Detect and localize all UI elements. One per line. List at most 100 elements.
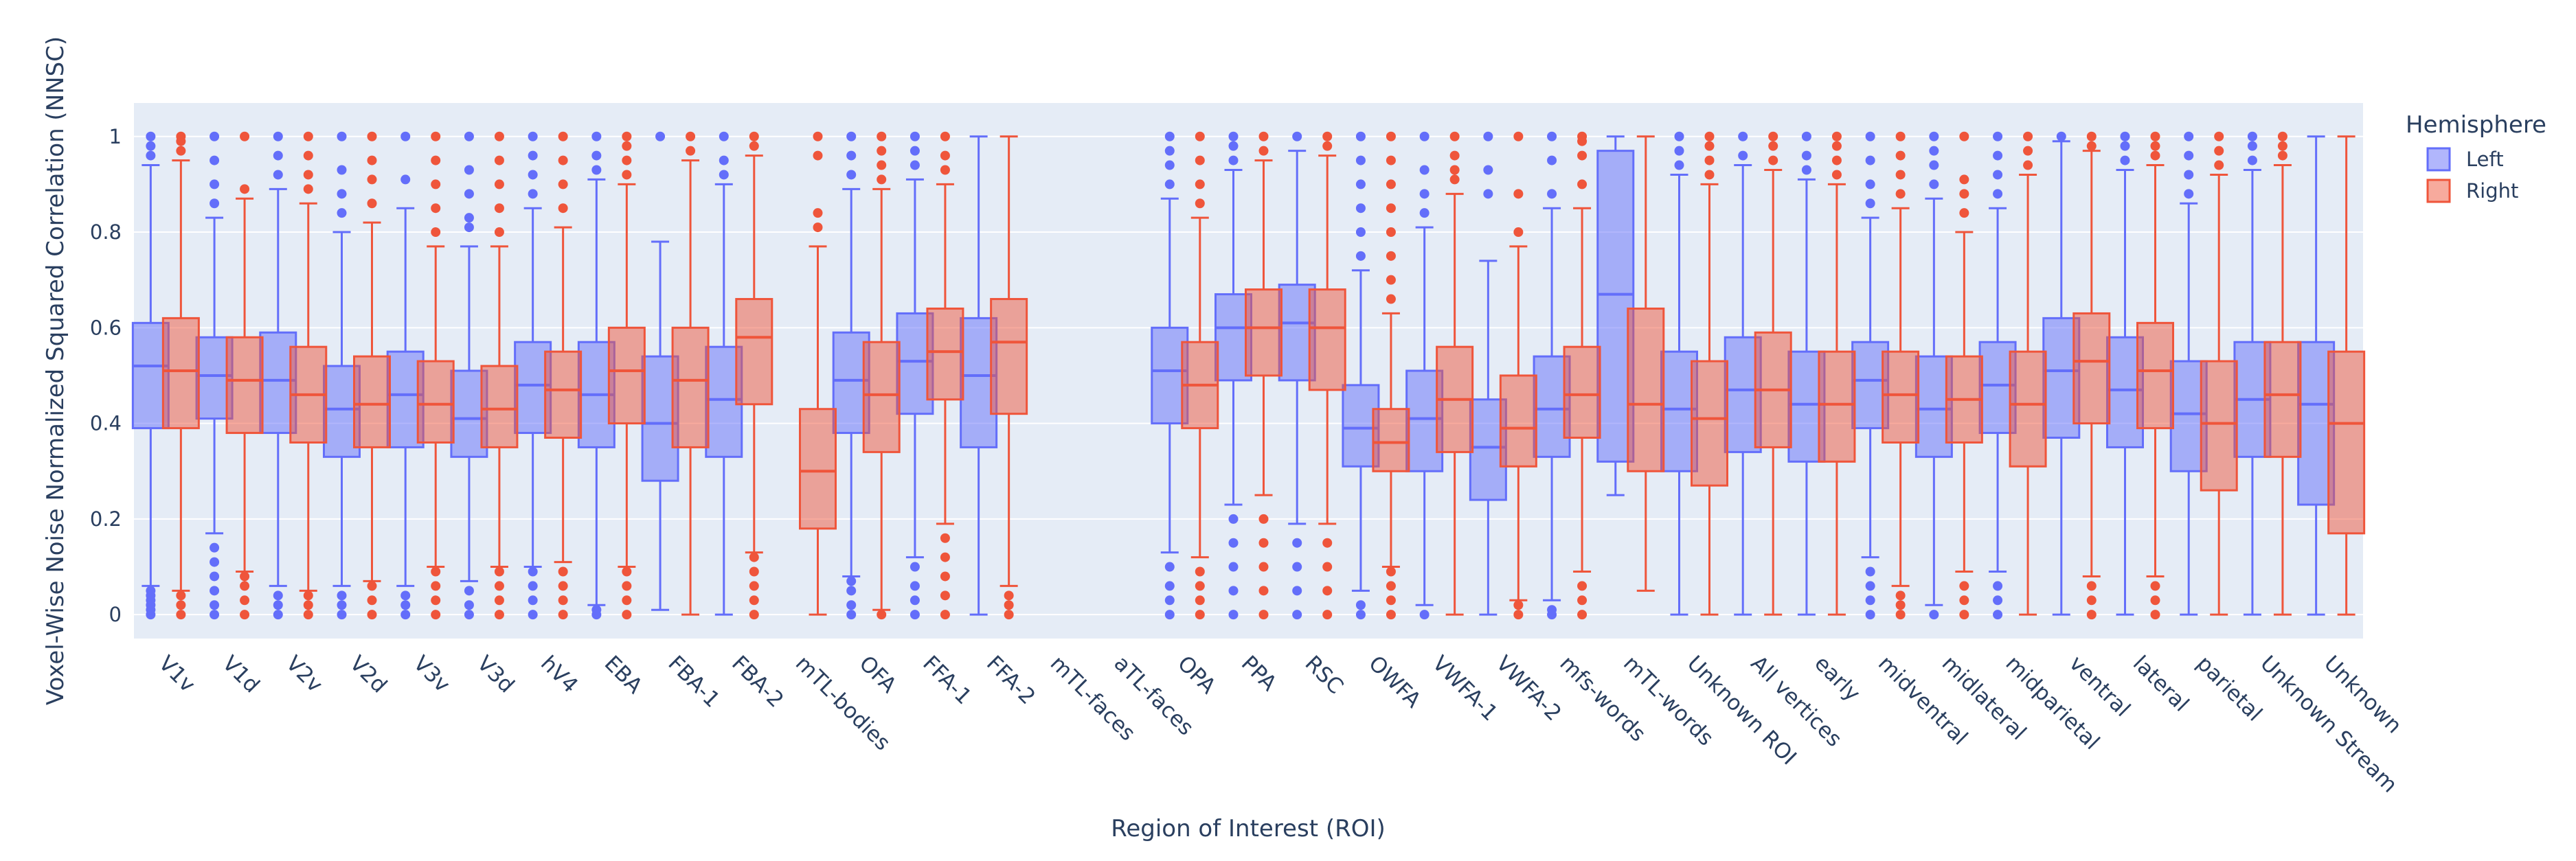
outlier-point <box>431 581 441 591</box>
outlier-point <box>877 610 887 620</box>
box-iqr <box>1563 345 1601 439</box>
outlier-point <box>877 146 887 156</box>
outlier-point <box>1547 155 1557 165</box>
outlier-point <box>1993 581 2003 591</box>
x-tick-label: V2v <box>281 651 327 697</box>
y-tick-label: 0.4 <box>90 412 122 435</box>
outlier-point <box>303 170 313 180</box>
outlier-point <box>2214 146 2224 156</box>
outlier-point <box>1704 155 1715 165</box>
outlier-point <box>846 170 857 180</box>
x-tick-label: VWFA-2 <box>1491 651 1566 726</box>
legend-item-left[interactable]: Left <box>2426 147 2504 172</box>
outlier-point <box>210 179 220 190</box>
legend-item-right[interactable]: Right <box>2426 179 2518 203</box>
outlier-point <box>877 174 887 185</box>
outlier-point <box>464 131 474 141</box>
outlier-point <box>210 586 220 596</box>
outlier-point <box>1355 131 1366 141</box>
box-right <box>1499 131 1537 620</box>
outlier-point <box>1258 562 1269 572</box>
outlier-point <box>1513 189 1524 199</box>
box-right <box>225 131 264 620</box>
box-right <box>735 131 773 620</box>
outlier-point <box>1929 610 1939 620</box>
outlier-point <box>622 155 632 165</box>
outlier-point <box>494 227 504 238</box>
x-tick-label: FFA-2 <box>982 651 1040 709</box>
outlier-point <box>1674 160 1684 170</box>
y-axis-title: Voxel-Wise Noise Normalized Squared Corr… <box>42 36 69 705</box>
outlier-point <box>240 610 250 620</box>
outlier-point <box>367 174 377 185</box>
outlier-point <box>1195 155 1205 165</box>
outlier-point <box>1959 581 1969 591</box>
outlier-point <box>2247 141 2257 151</box>
outlier-point <box>1993 150 2003 161</box>
outlier-point <box>719 170 729 180</box>
outlier-point <box>431 131 441 141</box>
outlier-point <box>367 131 377 141</box>
outlier-point <box>1831 131 1842 141</box>
box-series <box>131 131 2366 620</box>
outlier-point <box>1704 141 1715 151</box>
outlier-point <box>2120 131 2130 141</box>
outlier-point <box>1959 595 1969 606</box>
outlier-point <box>1355 203 1366 214</box>
outlier-point <box>2247 155 2257 165</box>
outlier-point <box>464 600 474 610</box>
outlier-point <box>2023 146 2033 156</box>
outlier-point <box>1801 131 1811 141</box>
outlier-point <box>1258 586 1269 596</box>
box-iqr <box>2136 321 2174 430</box>
outlier-point <box>337 590 347 601</box>
box-iqr <box>161 317 200 430</box>
outlier-point <box>622 141 632 151</box>
outlier-point <box>240 571 250 582</box>
outlier-point <box>431 227 441 238</box>
box-iqr <box>1245 288 1283 377</box>
outlier-point <box>1704 131 1715 141</box>
outlier-point <box>2086 141 2097 151</box>
outlier-point <box>1228 155 1239 165</box>
outlier-point <box>1322 586 1333 596</box>
outlier-point <box>1895 610 1906 620</box>
box-right <box>1754 131 1792 616</box>
box-iqr <box>799 408 837 530</box>
outlier-point <box>2277 131 2287 141</box>
box-iqr <box>926 307 964 401</box>
box-right <box>926 131 964 620</box>
outlier-point <box>1164 562 1175 572</box>
outlier-point <box>2086 581 2097 591</box>
box-right <box>1245 131 1283 620</box>
outlier-point <box>367 610 377 620</box>
outlier-point <box>1449 131 1460 141</box>
box-right <box>990 135 1028 620</box>
box-right <box>1372 131 1410 620</box>
box-iqr <box>1691 360 1728 487</box>
outlier-point <box>2056 131 2066 141</box>
outlier-point <box>1674 146 1684 156</box>
outlier-point <box>940 552 950 562</box>
outlier-point <box>813 150 823 161</box>
outlier-point <box>1577 179 1588 190</box>
outlier-point <box>940 590 950 601</box>
outlier-point <box>528 610 538 620</box>
outlier-point <box>367 581 377 591</box>
outlier-point <box>1929 131 1939 141</box>
outlier-point <box>813 131 823 141</box>
outlier-point <box>1801 150 1811 161</box>
outlier-point <box>2184 131 2194 141</box>
outlier-point <box>1386 203 1396 214</box>
outlier-point <box>1228 514 1239 524</box>
outlier-point <box>1513 227 1524 238</box>
box-iqr <box>862 341 901 453</box>
box-iqr <box>1308 288 1346 391</box>
box-iqr <box>1627 307 1665 472</box>
outlier-point <box>1419 131 1430 141</box>
outlier-point <box>1164 146 1175 156</box>
outlier-point <box>686 131 696 141</box>
outlier-point <box>909 581 920 591</box>
box-right <box>671 131 710 616</box>
x-tick-label: parietal <box>2192 651 2268 726</box>
